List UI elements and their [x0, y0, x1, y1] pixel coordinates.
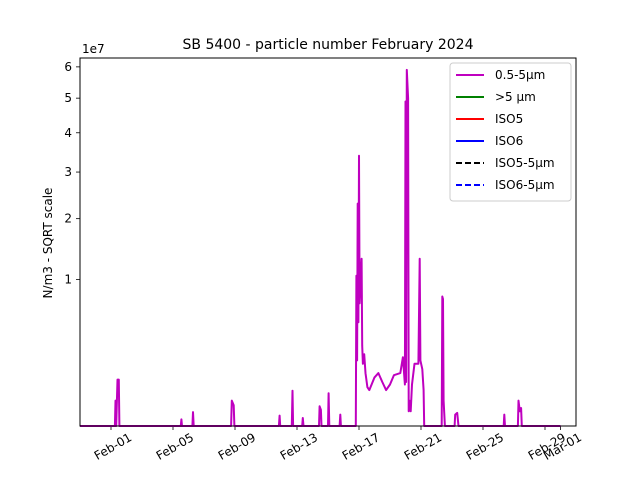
- legend: 0.5-5µm >5 µm ISO5 ISO6 ISO5-5µm ISO6-5µm: [449, 62, 572, 202]
- y-axis-offset-label: 1e7: [82, 42, 105, 56]
- legend-label: ISO5: [495, 112, 523, 126]
- y-tick-label: 1: [64, 272, 72, 286]
- legend-label: ISO5-5µm: [495, 156, 555, 170]
- legend-label: ISO6-5µm: [495, 178, 555, 192]
- plot-series: [80, 68, 561, 427]
- legend-label: >5 µm: [495, 90, 536, 104]
- y-axis-label: N/m3 - SQRT scale: [41, 188, 55, 299]
- series-line: [80, 68, 561, 427]
- chart-title: SB 5400 - particle number February 2024: [183, 37, 474, 53]
- legend-label: ISO6: [495, 134, 523, 148]
- legend-label: 0.5-5µm: [495, 68, 545, 82]
- y-tick-label: 5: [64, 91, 72, 105]
- y-tick-label: 6: [64, 60, 72, 74]
- y-tick-label: 4: [64, 126, 72, 140]
- y-tick-label: 3: [64, 165, 72, 179]
- y-tick-label: 2: [64, 212, 72, 226]
- y-axis: 1 2 3 4 5 6: [64, 60, 80, 286]
- plot-frame: [79, 57, 577, 427]
